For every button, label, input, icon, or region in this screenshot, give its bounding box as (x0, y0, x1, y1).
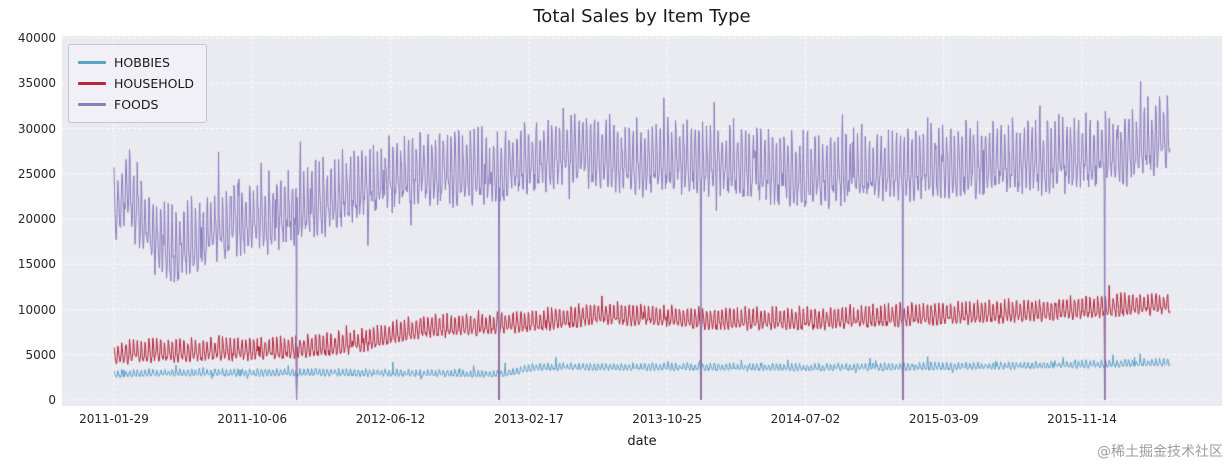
x-tick-label: 2014-07-02 (770, 412, 841, 426)
y-tick-label: 0 (48, 393, 56, 407)
y-axis-tick-labels: 0 5000 10000 15000 20000 25000 30000 35000 40000 (0, 0, 60, 467)
legend: HOBBIES HOUSEHOLD FOODS (68, 44, 208, 123)
y-tick-label: 25000 (17, 166, 56, 181)
legend-label: HOBBIES (114, 55, 170, 70)
plot-canvas (62, 36, 1222, 406)
legend-label: HOUSEHOLD (114, 76, 195, 91)
legend-line-swatch (78, 82, 106, 85)
chart-title: Total Sales by Item Type (533, 6, 751, 27)
y-tick-label: 5000 (25, 347, 56, 362)
x-tick-label: 2013-02-17 (494, 412, 564, 426)
y-tick-label: 20000 (17, 212, 56, 226)
x-tick-label: 2011-01-29 (79, 412, 149, 426)
legend-line-swatch (78, 103, 106, 106)
x-axis-tick-labels: 2011-01-29 2011-10-06 2012-06-12 2013-02-17… (0, 412, 1231, 430)
legend-line-swatch (78, 61, 106, 64)
legend-label: FOODS (114, 97, 159, 112)
y-tick-label: 15000 (17, 257, 56, 272)
x-axis-label: date (627, 434, 657, 449)
y-tick-label: 35000 (17, 76, 56, 91)
x-tick-label: 2015-03-09 (908, 412, 979, 426)
x-tick-label: 2015-11-14 (1047, 412, 1117, 426)
y-tick-label: 10000 (17, 302, 56, 317)
y-tick-label: 30000 (17, 121, 56, 136)
x-tick-label: 2013-10-25 (632, 412, 703, 426)
legend-item-household: HOUSEHOLD (78, 73, 194, 94)
x-tick-label: 2011-10-06 (217, 412, 288, 426)
x-tick-label: 2012-06-12 (355, 412, 426, 426)
legend-item-foods: FOODS (78, 94, 194, 115)
watermark: @稀土掘金技术社区 (1097, 444, 1223, 460)
y-tick-label: 40000 (17, 31, 56, 45)
legend-item-hobbies: HOBBIES (78, 52, 194, 73)
